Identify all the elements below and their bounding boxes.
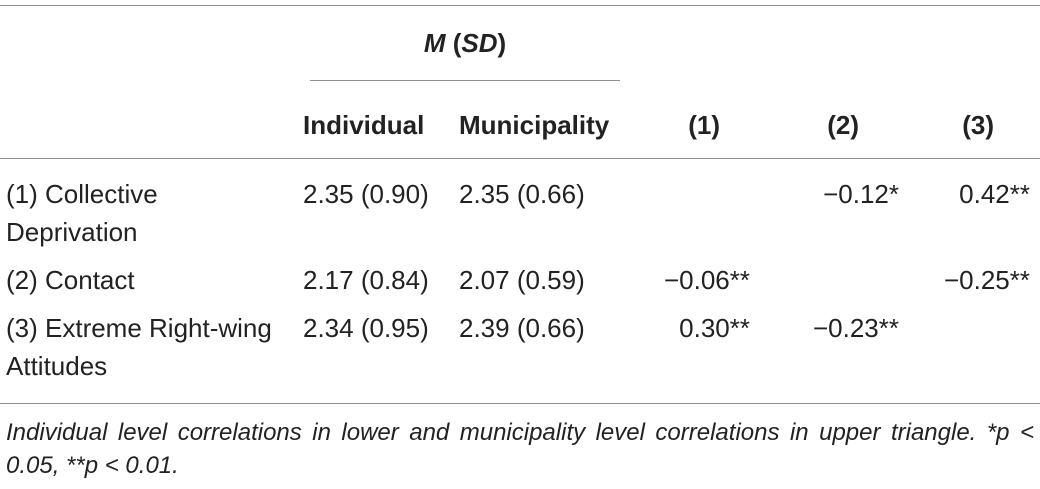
table-cell-c3: 0.42** <box>959 179 1030 209</box>
table-cell-c1: 0.30** <box>679 313 750 343</box>
column-header-1: (1) <box>688 110 720 140</box>
column-header-municipality: Municipality <box>459 110 610 140</box>
table-cell-individual: 2.17 (0.84) <box>303 265 429 295</box>
table-cell-c2: −0.23** <box>812 313 899 343</box>
table-cell-c2: −0.12* <box>823 179 899 209</box>
table-bottom-rule <box>0 403 1040 404</box>
table-cell-municipality: 2.07 (0.59) <box>459 265 585 295</box>
table-cell-individual: 2.34 (0.95) <box>303 313 429 343</box>
row-label: (1) Collective Deprivation <box>6 179 158 247</box>
table-cell-municipality: 2.39 (0.66) <box>459 313 585 343</box>
column-header-2: (2) <box>827 110 859 140</box>
group-header-underline <box>310 80 620 81</box>
table-cell-c1: −0.06** <box>663 265 750 295</box>
table-header-rule <box>0 158 1040 159</box>
column-header-individual: Individual <box>303 110 425 140</box>
table-footnote: Individual level correlations in lower a… <box>6 419 1034 479</box>
group-header-m: M <box>423 28 446 58</box>
table-cell-municipality: 2.35 (0.66) <box>459 179 585 209</box>
row-label: (3) Extreme Right-wing Attitudes <box>6 313 272 381</box>
row-label: (2) Contact <box>6 265 135 295</box>
table-cell-c3: −0.25** <box>943 265 1030 295</box>
table-top-rule <box>0 5 1040 6</box>
group-header-sd: SD <box>461 28 498 58</box>
table-cell-individual: 2.35 (0.90) <box>303 179 429 209</box>
column-header-3: (3) <box>962 110 994 140</box>
group-header-msd: M (SD) <box>423 28 507 58</box>
